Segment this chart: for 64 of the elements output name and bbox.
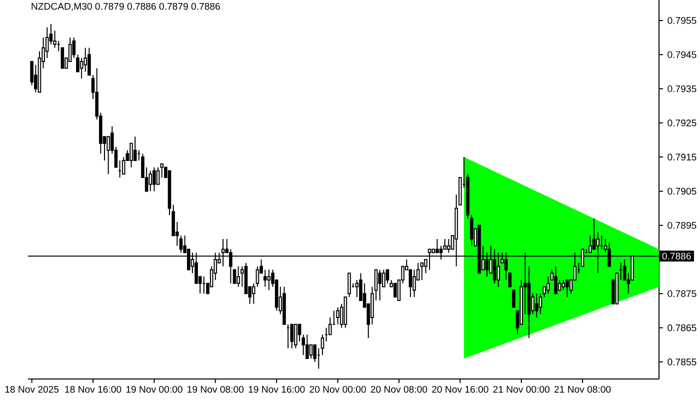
candlestick xyxy=(60,47,64,69)
y-tick-label: 0.7945 xyxy=(668,51,696,58)
x-tick-label: 20 Nov 16:00 xyxy=(432,386,488,393)
candlestick xyxy=(588,235,592,254)
candlestick xyxy=(378,269,382,301)
x-tick-label: 20 Nov 08:00 xyxy=(370,386,428,393)
x-tick-label: 21 Nov 00:00 xyxy=(493,386,550,393)
candlestick xyxy=(152,166,156,192)
x-tick-label: 19 Nov 08:00 xyxy=(188,386,244,393)
y-tick-label: 0.7915 xyxy=(668,154,696,160)
candlestick xyxy=(436,238,439,254)
candlestick xyxy=(267,269,271,291)
y-tick-label: 0.7905 xyxy=(668,188,696,195)
candlestick xyxy=(306,334,309,360)
candlestick xyxy=(562,279,566,291)
candlestick xyxy=(386,269,390,284)
y-tick-label: 0.7925 xyxy=(668,120,696,126)
candlestick xyxy=(420,262,424,280)
candlestick xyxy=(148,170,152,192)
candlestick xyxy=(412,269,416,298)
candlestick xyxy=(133,136,137,161)
candlestick xyxy=(156,166,160,185)
chart-title: NZDCAD,M30 0.7879 0.7886 0.7879 0.7886 xyxy=(32,2,220,11)
ref-line-label: 0.7886 xyxy=(662,252,691,260)
y-tick-label: 0.7955 xyxy=(668,17,696,24)
candlestick xyxy=(263,269,267,288)
candlestick xyxy=(160,163,164,178)
candlestick xyxy=(592,218,596,250)
x-tick-label: 18 Nov 2025 xyxy=(5,386,59,393)
candlestick xyxy=(554,266,558,294)
candlestick xyxy=(232,269,236,284)
candlestick xyxy=(546,276,550,294)
x-tick-label: 19 Nov 00:00 xyxy=(126,386,182,393)
x-tick-label: 20 Nov 00:00 xyxy=(310,386,366,393)
candlestick xyxy=(294,324,298,349)
x-tick-label: 19 Nov 16:00 xyxy=(248,386,305,393)
y-tick-label: 0.7875 xyxy=(668,290,696,298)
x-tick-label: 21 Nov 08:00 xyxy=(554,386,611,393)
candlestick xyxy=(122,156,126,175)
candlestick xyxy=(336,306,340,325)
candlestick xyxy=(566,279,569,298)
candlestick xyxy=(179,235,183,254)
y-tick-label: 0.7865 xyxy=(668,324,696,332)
y-tick-label: 0.7855 xyxy=(668,358,696,366)
candlestick xyxy=(512,290,516,308)
candlestick xyxy=(370,286,374,325)
candlestick xyxy=(320,334,324,356)
candlestick xyxy=(298,324,302,342)
candlestick xyxy=(622,258,626,280)
x-tick-label: 18 Nov 16:00 xyxy=(65,386,122,393)
candlestick xyxy=(534,293,538,318)
candlestick xyxy=(447,238,450,254)
candlestick xyxy=(106,136,110,175)
y-tick-label: 0.7895 xyxy=(668,222,696,229)
candlestick xyxy=(393,282,397,298)
candlestick xyxy=(80,58,84,80)
candlestick xyxy=(355,279,359,298)
y-tick-label: 0.7935 xyxy=(668,85,696,92)
candlestick xyxy=(309,344,313,360)
candlestick xyxy=(558,279,562,291)
candlestick xyxy=(236,266,240,288)
candlestick xyxy=(408,269,412,298)
candlestick xyxy=(302,334,305,356)
candlestick xyxy=(290,324,294,349)
